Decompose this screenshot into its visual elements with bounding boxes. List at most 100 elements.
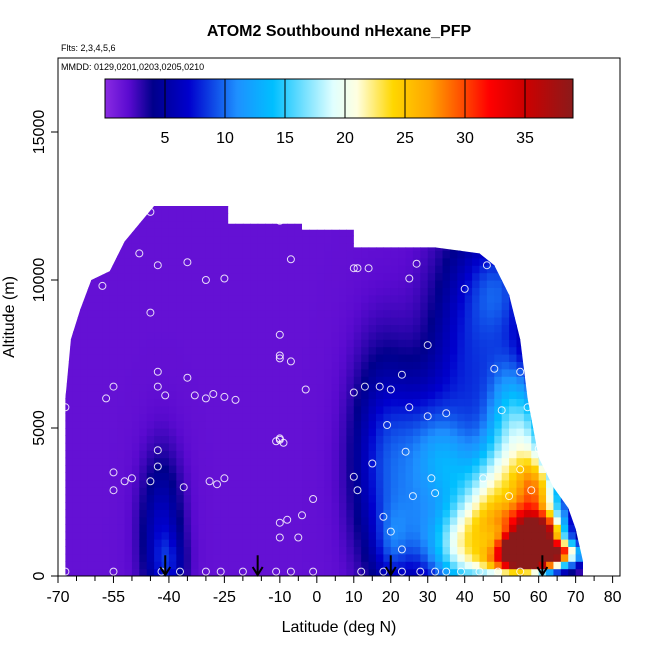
- heatmap-cell: [235, 413, 244, 422]
- heatmap-cell: [146, 524, 155, 533]
- heatmap-cell: [553, 398, 562, 407]
- heatmap-cell: [361, 206, 370, 207]
- heatmap-cell: [575, 294, 583, 303]
- heatmap-cell: [575, 243, 583, 251]
- heatmap-cell: [205, 465, 214, 473]
- heatmap-cell: [146, 465, 155, 473]
- heatmap-cell: [154, 546, 163, 555]
- heatmap-cell: [65, 435, 74, 444]
- heatmap-cell: [464, 531, 473, 540]
- heatmap-cell: [375, 228, 384, 237]
- heatmap-cell: [242, 494, 251, 503]
- heatmap-cell: [390, 405, 399, 414]
- heatmap-cell: [205, 213, 214, 222]
- heatmap-cell: [449, 383, 458, 392]
- heatmap-cell: [287, 428, 296, 436]
- heatmap-cell: [390, 531, 399, 540]
- heatmap-cell: [316, 398, 325, 407]
- heatmap-cell: [87, 516, 96, 525]
- heatmap-cell: [516, 213, 525, 222]
- heatmap-cell: [294, 457, 303, 466]
- heatmap-cell: [464, 235, 473, 244]
- heatmap-cell: [257, 435, 266, 444]
- heatmap-cell: [516, 383, 525, 392]
- heatmap-cell: [324, 494, 333, 503]
- heatmap-cell: [435, 346, 444, 355]
- heatmap-cell: [383, 553, 392, 562]
- heatmap-cell: [442, 257, 451, 266]
- heatmap-cell: [339, 346, 347, 355]
- heatmap-cell: [412, 206, 421, 207]
- heatmap-cell: [501, 213, 510, 222]
- heatmap-cell: [131, 368, 140, 377]
- heatmap-cell: [538, 405, 547, 414]
- heatmap-cell: [213, 428, 222, 436]
- heatmap-cell: [235, 206, 244, 214]
- heatmap-cell: [390, 346, 399, 355]
- heatmap-cell: [168, 235, 177, 244]
- heatmap-cell: [65, 368, 74, 377]
- heatmap-cell: [501, 220, 510, 229]
- heatmap-cell: [72, 206, 81, 214]
- heatmap-cell: [390, 398, 399, 407]
- heatmap-cell: [65, 494, 74, 503]
- heatmap-cell: [486, 220, 495, 229]
- heatmap-cell: [420, 302, 429, 311]
- heatmap-cell: [361, 339, 370, 348]
- heatmap-cell: [457, 309, 466, 318]
- heatmap-cell: [146, 280, 155, 288]
- heatmap-cell: [494, 339, 503, 348]
- heatmap-cell: [546, 361, 555, 370]
- heatmap-cell: [235, 331, 244, 340]
- heatmap-cell: [435, 450, 444, 459]
- heatmap-cell: [553, 413, 562, 422]
- heatmap-cell: [560, 339, 569, 348]
- sample-point: [423, 341, 432, 350]
- heatmap-cell: [449, 228, 458, 237]
- heatmap-cell: [523, 361, 532, 370]
- heatmap-cell: [464, 368, 473, 377]
- heatmap-cell: [568, 383, 577, 392]
- sample-point: [397, 567, 406, 576]
- heatmap-cell: [117, 472, 126, 481]
- heatmap-cell: [457, 516, 466, 525]
- heatmap-cell: [213, 228, 222, 237]
- heatmap-cell: [390, 465, 399, 473]
- heatmap-cell: [516, 346, 525, 355]
- heatmap-cell: [324, 339, 333, 348]
- heatmap-cell: [87, 442, 96, 451]
- heatmap-cell: [87, 502, 96, 510]
- heatmap-cell: [309, 257, 318, 266]
- sample-point: [283, 515, 292, 524]
- heatmap-cell: [398, 302, 407, 311]
- heatmap-cell: [472, 391, 481, 399]
- heatmap-cell: [553, 228, 562, 237]
- heatmap-cell: [346, 391, 355, 399]
- heatmap-cell: [383, 428, 392, 436]
- heatmap-cell: [309, 465, 318, 473]
- heatmap-cell: [479, 354, 488, 362]
- heatmap-cell: [250, 280, 259, 288]
- heatmap-cell: [213, 287, 222, 296]
- heatmap-cell: [420, 442, 429, 451]
- heatmap-cell: [398, 339, 407, 348]
- heatmap-cell: [346, 435, 355, 444]
- heatmap-cell: [316, 553, 325, 562]
- heatmap-cell: [546, 272, 555, 281]
- heatmap-cell: [161, 383, 170, 392]
- heatmap-cell: [265, 302, 274, 311]
- heatmap-cell: [72, 494, 81, 503]
- heatmap-cell: [176, 509, 185, 518]
- heatmap-cell: [405, 479, 414, 488]
- heatmap-cell: [72, 309, 81, 318]
- heatmap-cell: [583, 243, 591, 251]
- heatmap-cell: [117, 553, 126, 562]
- heatmap-cell: [161, 309, 170, 318]
- heatmap-cell: [220, 487, 229, 496]
- heatmap-cell: [80, 413, 89, 422]
- heatmap-cell: [383, 368, 392, 377]
- heatmap-cell: [486, 228, 495, 237]
- heatmap-cell: [494, 235, 503, 244]
- heatmap-cell: [361, 516, 370, 525]
